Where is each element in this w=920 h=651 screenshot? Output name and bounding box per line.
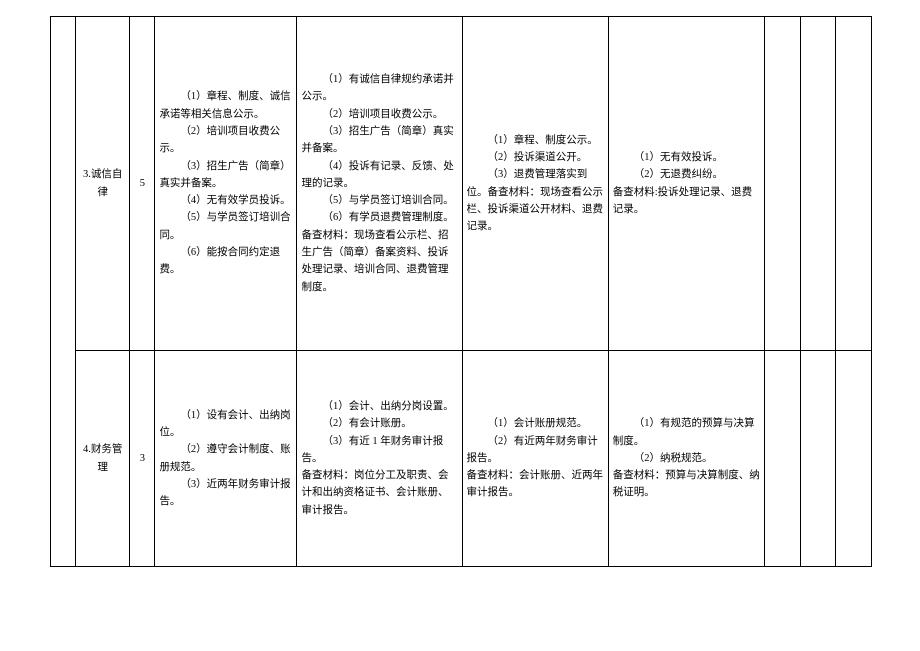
line: （2）有近两年财务审计报告。 xyxy=(467,433,604,468)
line: （4）投诉有记录、反馈、处理的记录。 xyxy=(301,158,457,193)
cell-item-name: 4.财务管理 xyxy=(76,351,130,567)
cell-criteria-detail: （1）会计、出纳分岗设置。 （2）有会计账册。 （3）有近 1 年财务审计报告。… xyxy=(297,351,462,567)
line: 备查材料：岗位分工及职责、会计和出纳资格证书、会计账册、审计报告。 xyxy=(301,467,457,519)
line: 备查材料：会计账册、近两年审计报告。 xyxy=(467,467,604,502)
cell-blank-left xyxy=(51,17,76,567)
line: （3）退费管理落实到位。备查材料：现场查看公示栏、投诉渠道公开材料、退费记录。 xyxy=(467,166,604,235)
cell-blank xyxy=(765,351,801,567)
line: （3）招生广告（简章）真实并备案。 xyxy=(301,123,457,158)
cell-criteria-mid: （1）章程、制度公示。 （2）投诉渠道公开。 （3）退费管理落实到位。备查材料：… xyxy=(462,17,608,351)
table-row: 4.财务管理 3 （1）设有会计、出纳岗位。 （2）遵守会计制度、账册规范。 （… xyxy=(51,351,872,567)
line: （6）有学员退费管理制度。 xyxy=(301,209,457,226)
line: （1）章程、制度公示。 xyxy=(467,132,604,149)
line: （2）培训项目收费公示。 xyxy=(301,106,457,123)
line: （1）会计、出纳分岗设置。 xyxy=(301,398,457,415)
cell-criteria-mid: （1）会计账册规范。 （2）有近两年财务审计报告。 备查材料：会计账册、近两年审… xyxy=(462,351,608,567)
table-row: 3.诚信自律 5 （1）章程、制度、诚信承诺等相关信息公示。 （2）培训项目收费… xyxy=(51,17,872,351)
cell-score: 5 xyxy=(130,17,155,351)
document-page: 3.诚信自律 5 （1）章程、制度、诚信承诺等相关信息公示。 （2）培训项目收费… xyxy=(0,0,920,651)
line: （1）会计账册规范。 xyxy=(467,415,604,432)
line: （1）有规范的预算与决算制度。 xyxy=(613,415,761,450)
line: （2）投诉渠道公开。 xyxy=(467,149,604,166)
cell-criteria-high: （1）有规范的预算与决算制度。 （2）纳税规范。 备查材料：预算与决算制度、纳税… xyxy=(608,351,765,567)
line: （3）招生广告（简章）真实并备案。 xyxy=(159,158,292,193)
line: （6）能按合同约定退费。 xyxy=(159,244,292,279)
line: （5）与学员签订培训合同。 xyxy=(301,192,457,209)
cell-criteria-detail: （1）有诚信自律规约承诺并公示。 （2）培训项目收费公示。 （3）招生广告（简章… xyxy=(297,17,462,351)
evaluation-table: 3.诚信自律 5 （1）章程、制度、诚信承诺等相关信息公示。 （2）培训项目收费… xyxy=(50,16,872,567)
line: （2）无退费纠纷。 xyxy=(613,166,761,183)
cell-criteria-basic: （1）章程、制度、诚信承诺等相关信息公示。 （2）培训项目收费公示。 （3）招生… xyxy=(155,17,297,351)
line: 备查材料：现场查看公示栏、招生广告（简章）备案资料、投诉处理记录、培训合同、退费… xyxy=(301,227,457,296)
line: （2）遵守会计制度、账册规范。 xyxy=(159,441,292,476)
cell-blank xyxy=(800,351,836,567)
line: （1）有诚信自律规约承诺并公示。 xyxy=(301,71,457,106)
cell-blank xyxy=(836,351,872,567)
line: （4）无有效学员投诉。 xyxy=(159,192,292,209)
cell-blank xyxy=(836,17,872,351)
cell-item-name: 3.诚信自律 xyxy=(76,17,130,351)
line: 备查材料:投诉处理记录、退费记录。 xyxy=(613,184,761,219)
line: 备查材料：预算与决算制度、纳税证明。 xyxy=(613,467,761,502)
cell-blank xyxy=(800,17,836,351)
line: （3）有近 1 年财务审计报告。 xyxy=(301,433,457,468)
line: （3）近两年财务审计报告。 xyxy=(159,476,292,511)
cell-blank xyxy=(765,17,801,351)
line: （2）有会计账册。 xyxy=(301,415,457,432)
line: （1）设有会计、出纳岗位。 xyxy=(159,407,292,442)
line: （2）培训项目收费公示。 xyxy=(159,123,292,158)
cell-criteria-basic: （1）设有会计、出纳岗位。 （2）遵守会计制度、账册规范。 （3）近两年财务审计… xyxy=(155,351,297,567)
line: （5）与学员签订培训合同。 xyxy=(159,209,292,244)
cell-score: 3 xyxy=(130,351,155,567)
line: （2）纳税规范。 xyxy=(613,450,761,467)
line: （1）无有效投诉。 xyxy=(613,149,761,166)
cell-criteria-high: （1）无有效投诉。 （2）无退费纠纷。 备查材料:投诉处理记录、退费记录。 xyxy=(608,17,765,351)
line: （1）章程、制度、诚信承诺等相关信息公示。 xyxy=(159,88,292,123)
